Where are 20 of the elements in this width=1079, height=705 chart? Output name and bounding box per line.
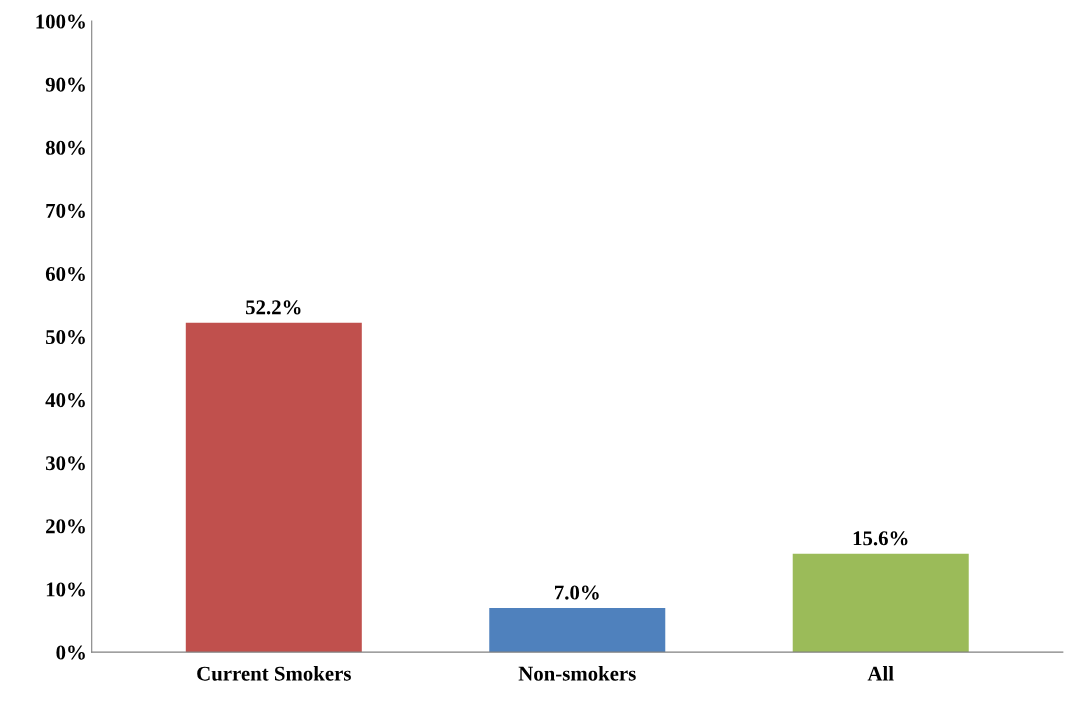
y-tick-label: 60% <box>45 266 85 282</box>
x-tick-label: All <box>867 666 894 681</box>
y-tick-label: 30% <box>45 456 85 471</box>
bar <box>185 322 362 653</box>
y-tick-label: 70% <box>46 203 85 218</box>
x-tick-label: Current Smokers <box>197 666 351 681</box>
bar <box>489 607 666 653</box>
y-tick-label: 90% <box>45 77 85 92</box>
bar <box>792 553 969 653</box>
y-tick-label: 50% <box>46 330 85 345</box>
data-label: 7.0% <box>555 585 599 600</box>
y-tick-label: 20% <box>46 519 85 534</box>
y-tick-label: 10% <box>46 582 85 597</box>
y-tick-label: 100% <box>36 14 85 29</box>
y-tick-label: 0% <box>56 645 85 660</box>
data-label: 52.2% <box>245 300 301 315</box>
y-tick-label: 40% <box>45 393 85 408</box>
data-label: 15.6% <box>853 531 908 546</box>
x-tick-label: Non-smokers <box>518 666 636 681</box>
y-tick-label: 80% <box>45 140 85 155</box>
